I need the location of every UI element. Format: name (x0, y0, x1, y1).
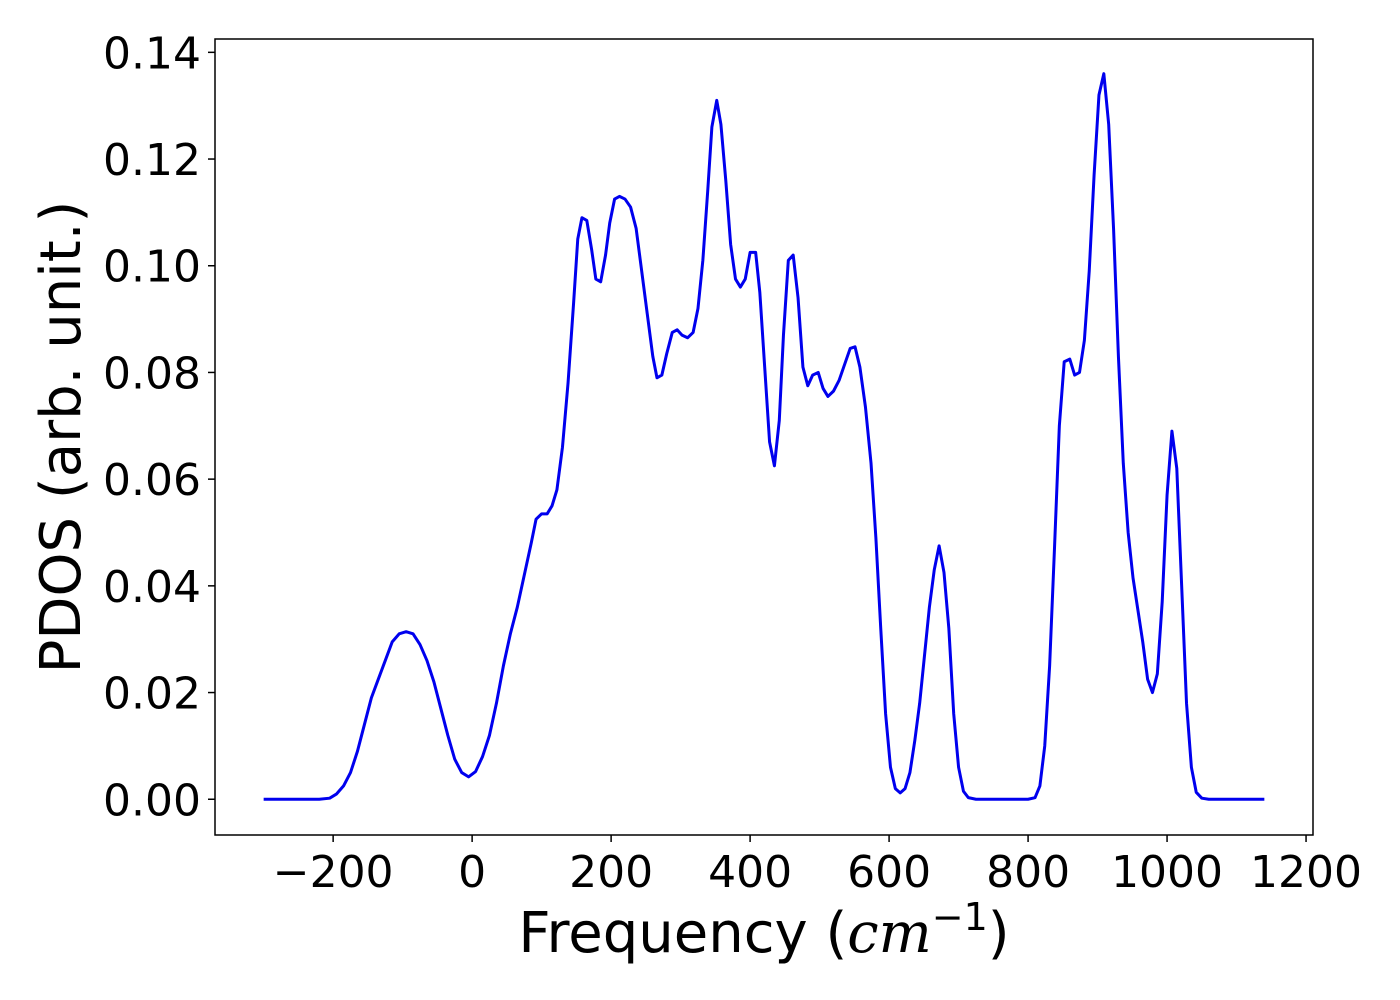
y-tick-label: 0.08 (103, 348, 201, 399)
y-tick-label: 0.14 (103, 28, 201, 79)
y-axis-label: PDOS (arb. unit.) (29, 201, 94, 674)
x-tick-label: 800 (986, 847, 1070, 898)
x-axis-label-close: ) (988, 901, 1010, 966)
x-tick-label: 600 (847, 847, 931, 898)
x-tick-label: −200 (273, 847, 394, 898)
x-tick-label: 1000 (1111, 847, 1223, 898)
y-tick-label: 0.12 (103, 135, 201, 186)
x-axis-label-unit: cm (847, 901, 931, 966)
y-tick-label: 0.06 (103, 455, 201, 506)
y-axis: 0.00 0.02 0.04 0.06 0.08 0.10 0.12 0.14 (103, 28, 215, 826)
y-tick-label: 0.02 (103, 669, 201, 720)
x-tick-label: 400 (708, 847, 792, 898)
x-axis-label-exponent: −1 (932, 895, 988, 939)
axes-frame (214, 38, 1314, 836)
x-tick-label: 0 (458, 847, 486, 898)
x-tick-label: 1200 (1250, 847, 1362, 898)
plot-area (263, 72, 1265, 801)
x-axis-label: Frequency (cm−1) (518, 895, 1009, 966)
x-axis: −200 0 200 400 600 800 1000 1200 (273, 835, 1362, 898)
y-tick-label: 0.00 (103, 775, 201, 826)
x-axis-label-text: Frequency ( (518, 901, 847, 966)
series-line-0 (263, 72, 1265, 801)
y-tick-label: 0.04 (103, 562, 201, 613)
y-tick-label: 0.10 (103, 242, 201, 293)
x-tick-label: 200 (569, 847, 653, 898)
